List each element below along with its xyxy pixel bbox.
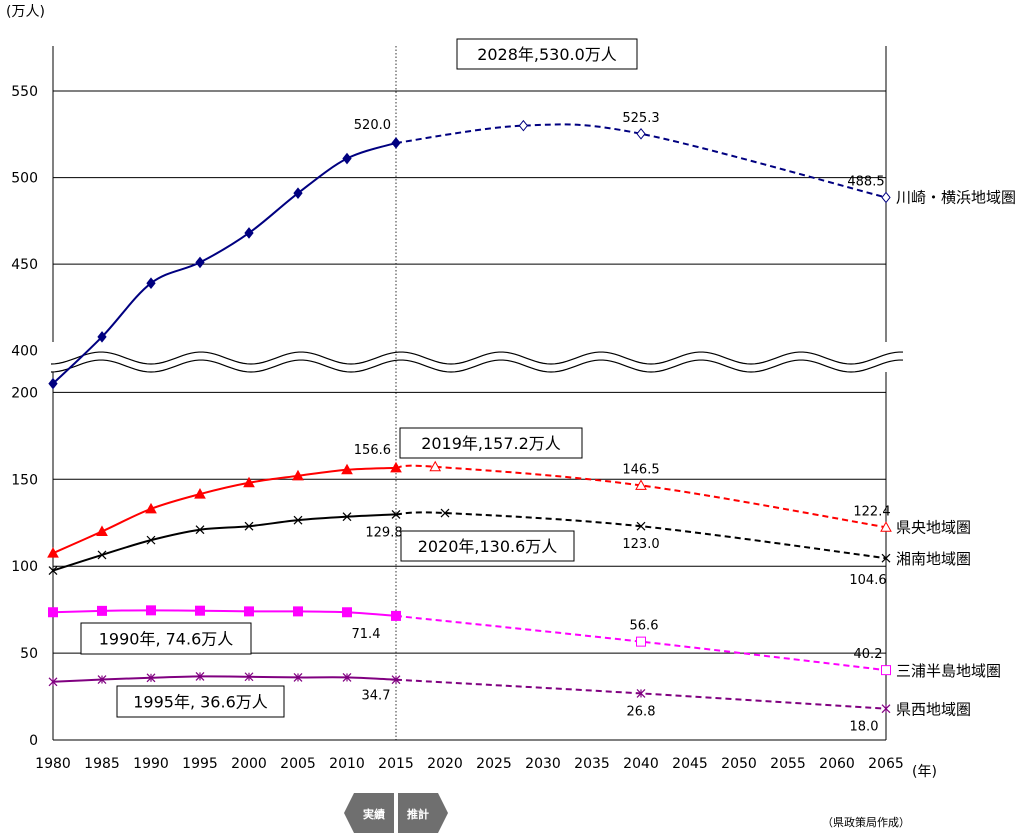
x-tick-label: 2050 bbox=[721, 756, 757, 772]
data-point-actual bbox=[147, 606, 156, 615]
x-tick-label: 2035 bbox=[574, 756, 610, 772]
data-label: 525.3 bbox=[622, 111, 659, 126]
data-point-actual bbox=[392, 138, 400, 148]
projection-arrow: 推計 bbox=[398, 793, 448, 833]
x-tick-label: 2040 bbox=[623, 756, 659, 772]
x-tick-label: 2030 bbox=[525, 756, 561, 772]
data-label: 18.0 bbox=[850, 720, 879, 735]
data-point-actual bbox=[97, 526, 107, 535]
callout-box: 2020年,130.6万人 bbox=[401, 531, 574, 561]
x-tick-label: 2060 bbox=[819, 756, 855, 772]
data-point-actual bbox=[343, 608, 352, 617]
x-tick-label: 1995 bbox=[182, 756, 218, 772]
x-tick-label: 2010 bbox=[329, 756, 365, 772]
data-label: 71.4 bbox=[352, 627, 381, 642]
data-label: 156.6 bbox=[354, 443, 391, 458]
callout-text: 2028年,530.0万人 bbox=[477, 45, 617, 64]
data-point-actual bbox=[98, 606, 107, 615]
data-label: 520.0 bbox=[354, 118, 391, 133]
series-name-label: 県央地域圏 bbox=[896, 518, 971, 536]
x-tick-label: 1980 bbox=[35, 756, 71, 772]
callout-box: 2019年,157.2万人 bbox=[400, 428, 582, 458]
data-point-actual bbox=[49, 608, 58, 617]
data-point-actual bbox=[294, 188, 302, 198]
data-label: 146.5 bbox=[622, 462, 659, 477]
y-tick-label: 500 bbox=[11, 171, 38, 187]
x-tick-label: 2005 bbox=[280, 756, 316, 772]
x-tick-label: 1985 bbox=[84, 756, 120, 772]
data-label: 129.8 bbox=[365, 525, 402, 540]
data-point-actual bbox=[343, 154, 351, 164]
actual-arrow: 実績 bbox=[344, 793, 394, 833]
y-tick-label: 0 bbox=[29, 733, 38, 749]
x-tick-label: 2055 bbox=[770, 756, 806, 772]
data-point-actual bbox=[196, 606, 205, 615]
x-unit-label: (年) bbox=[912, 764, 937, 780]
x-tick-label: 2020 bbox=[427, 756, 463, 772]
x-tick-label: 2065 bbox=[868, 756, 904, 772]
y-tick-label: 100 bbox=[11, 559, 38, 575]
data-point-projected bbox=[882, 192, 890, 202]
data-label: 34.7 bbox=[362, 689, 391, 704]
series-name-label: 三浦半島地域圏 bbox=[896, 662, 1001, 680]
data-label: 40.2 bbox=[854, 647, 883, 662]
y-unit-label: (万人) bbox=[6, 4, 45, 20]
y-tick-label: 450 bbox=[11, 257, 38, 273]
series-line-actual bbox=[53, 514, 396, 570]
x-tick-label: 2000 bbox=[231, 756, 267, 772]
y-tick-label: 50 bbox=[20, 646, 38, 662]
data-label: 104.6 bbox=[849, 573, 886, 588]
data-label: 488.5 bbox=[847, 174, 884, 189]
x-tick-label: 2015 bbox=[378, 756, 414, 772]
data-point-projected bbox=[637, 129, 645, 139]
data-point-actual bbox=[245, 228, 253, 238]
data-point-actual bbox=[196, 257, 204, 267]
data-label: 123.0 bbox=[622, 537, 659, 552]
x-tick-label: 1990 bbox=[133, 756, 169, 772]
callout-text: 2020年,130.6万人 bbox=[418, 537, 558, 556]
y-tick-label: 400 bbox=[11, 344, 38, 360]
callout-box: 1990年, 74.6万人 bbox=[81, 623, 251, 654]
actual-label: 実績 bbox=[363, 807, 385, 821]
data-point-actual bbox=[392, 611, 401, 620]
data-point-projected bbox=[882, 666, 891, 675]
data-point-actual bbox=[294, 607, 303, 616]
data-label: 122.4 bbox=[853, 504, 890, 519]
y-tick-label: 150 bbox=[11, 472, 38, 488]
data-point-projected bbox=[519, 121, 527, 131]
callout-text: 2019年,157.2万人 bbox=[421, 434, 561, 453]
projection-label: 推計 bbox=[407, 807, 429, 821]
source-note: （県政策局作成） bbox=[822, 815, 910, 829]
series-name-label: 県西地域圏 bbox=[896, 701, 971, 719]
x-tick-label: 2025 bbox=[476, 756, 512, 772]
data-label: 26.8 bbox=[627, 704, 656, 719]
callout-box: 1995年, 36.6万人 bbox=[117, 686, 284, 717]
y-tick-label: 550 bbox=[11, 84, 38, 100]
y-tick-label: 200 bbox=[11, 385, 38, 401]
series-name-label: 川崎・横浜地域圏 bbox=[896, 188, 1016, 206]
series-name-label: 湘南地域圏 bbox=[896, 550, 971, 568]
x-tick-label: 2045 bbox=[672, 756, 708, 772]
callout-text: 1995年, 36.6万人 bbox=[133, 693, 268, 712]
callout-text: 1990年, 74.6万人 bbox=[99, 630, 234, 649]
callout-box: 2028年,530.0万人 bbox=[457, 39, 637, 69]
data-label: 56.6 bbox=[630, 619, 659, 634]
series-line-actual bbox=[53, 468, 396, 553]
data-point-projected bbox=[882, 705, 890, 713]
data-point-projected bbox=[637, 637, 646, 646]
data-point-actual bbox=[245, 607, 254, 616]
